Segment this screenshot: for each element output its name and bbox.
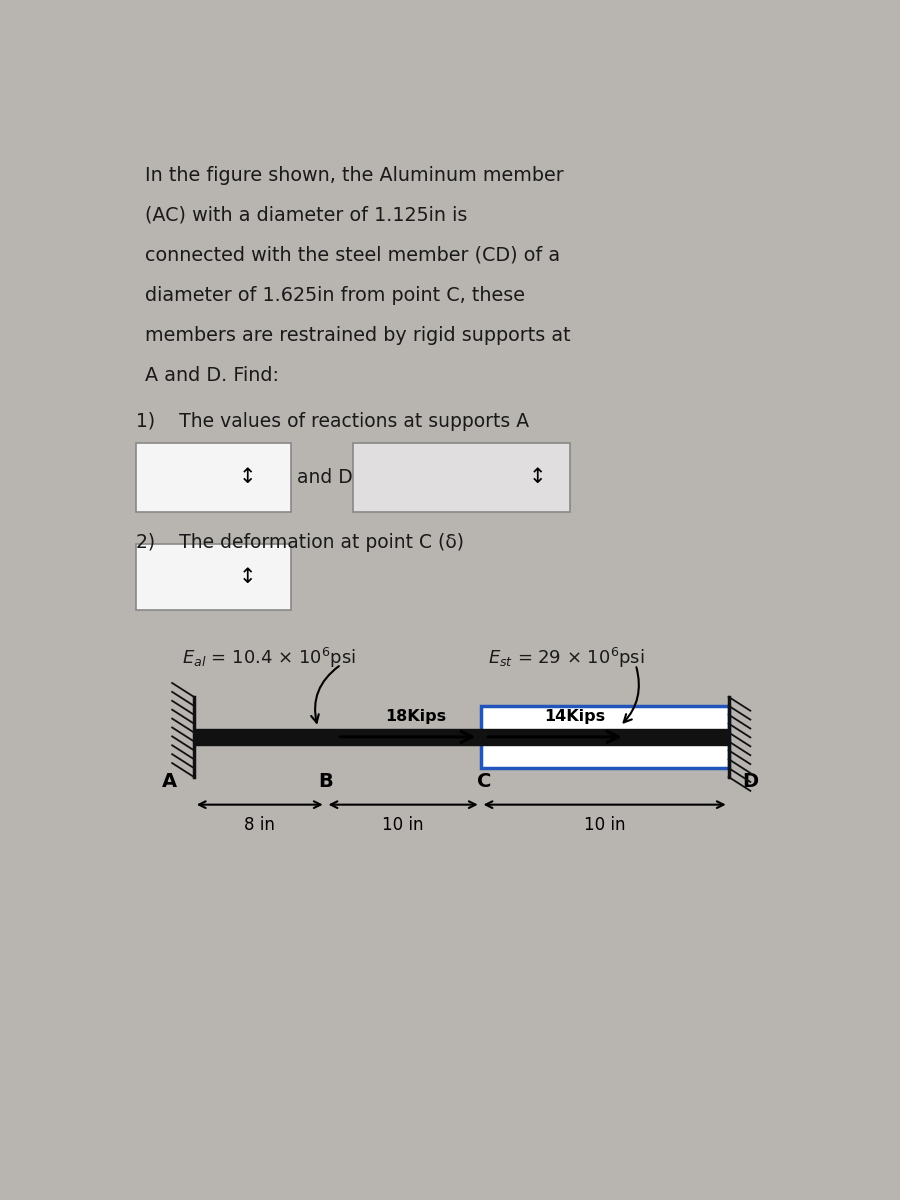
Text: 14Kips: 14Kips — [544, 709, 606, 724]
Text: ↕: ↕ — [238, 468, 256, 487]
Text: A and D. Find:: A and D. Find: — [145, 366, 279, 385]
Bar — [353, 443, 570, 512]
Text: 8 in: 8 in — [244, 816, 275, 834]
Text: ↕: ↕ — [528, 468, 546, 487]
Text: 2)    The deformation at point C (δ): 2) The deformation at point C (δ) — [136, 533, 464, 552]
Text: members are restrained by rigid supports at: members are restrained by rigid supports… — [145, 325, 571, 344]
Text: diameter of 1.625in from point C, these: diameter of 1.625in from point C, these — [145, 286, 525, 305]
Text: ↕: ↕ — [238, 568, 256, 587]
Text: $E_{st}$ = 29 × 10$^6$psi: $E_{st}$ = 29 × 10$^6$psi — [489, 647, 645, 671]
Text: D: D — [742, 772, 759, 791]
Text: and D: and D — [297, 468, 353, 487]
Bar — [481, 706, 729, 768]
Text: A: A — [161, 772, 176, 791]
Text: In the figure shown, the Aluminum member: In the figure shown, the Aluminum member — [145, 166, 563, 185]
Text: 10 in: 10 in — [382, 816, 424, 834]
Text: connected with the steel member (CD) of a: connected with the steel member (CD) of … — [145, 246, 560, 265]
Text: 18Kips: 18Kips — [385, 709, 446, 724]
Bar — [136, 545, 291, 610]
Text: (AC) with a diameter of 1.125in is: (AC) with a diameter of 1.125in is — [145, 205, 467, 224]
Text: C: C — [477, 772, 491, 791]
Text: 1)    The values of reactions at supports A: 1) The values of reactions at supports A — [136, 412, 529, 431]
Bar — [136, 443, 291, 512]
Bar — [194, 730, 481, 744]
Text: B: B — [319, 772, 333, 791]
Text: 10 in: 10 in — [584, 816, 626, 834]
Bar — [481, 730, 729, 744]
Text: $E_{al}$ = 10.4 × 10$^6$psi: $E_{al}$ = 10.4 × 10$^6$psi — [182, 647, 356, 671]
